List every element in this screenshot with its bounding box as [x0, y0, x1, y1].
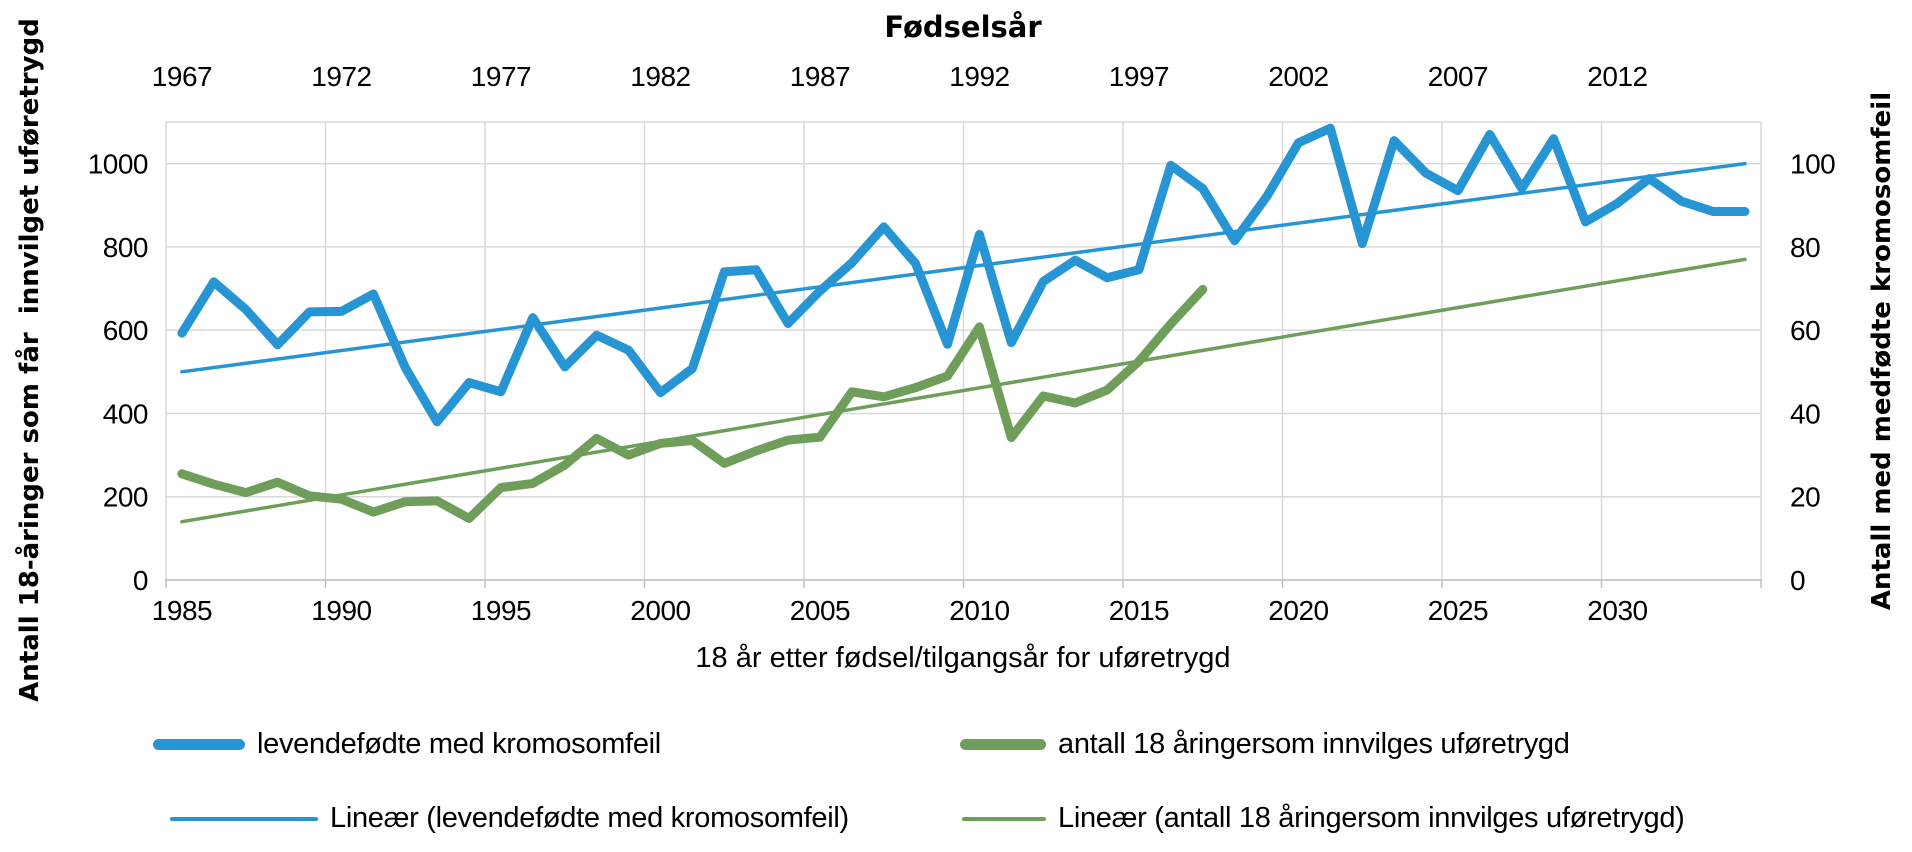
x-axis-bottom-tick-label: 2020: [1268, 595, 1328, 626]
series-line-green: [177, 284, 1208, 523]
x-axis-top-tick-label: 1997: [1109, 61, 1169, 92]
y-axis-right-tick-label: 80: [1790, 232, 1820, 263]
trend-line-blue: [180, 161, 1747, 374]
x-axis-bottom-tick-label: 1985: [152, 595, 212, 626]
legend-label: levendefødte med kromosomfeil: [257, 728, 661, 760]
legend-label: antall 18 åringersom innvilges uføretryg…: [1058, 728, 1570, 760]
x-axis-top-tick-label: 2007: [1428, 61, 1488, 92]
top-axis-title: Fødselsår: [884, 10, 1042, 44]
y-axis-right-tick-label: 20: [1790, 482, 1820, 513]
x-axis-top-tick-label: 2012: [1587, 61, 1647, 92]
x-axis-top-tick-label: 1982: [630, 61, 690, 92]
x-axis-top-tick-label: 2002: [1268, 61, 1328, 92]
x-axis-line: [165, 579, 1762, 588]
legend-item-trend-blue: Lineær (levendefødte med kromosomfeil): [170, 802, 849, 835]
x-axis-top-tick-label: 1967: [152, 61, 212, 92]
y-axis-left-tick-label: 0: [133, 565, 148, 596]
trend-line-green: [180, 257, 1747, 524]
x-axis-top-tick-label: 1987: [790, 61, 850, 92]
y-axis-right-tick-label: 60: [1790, 315, 1820, 346]
y-axis-right-tick-label: 0: [1790, 565, 1805, 596]
x-axis-top-tick-label: 1977: [471, 61, 531, 92]
blue-series-swatch: [153, 739, 245, 750]
series-line-blue: [177, 123, 1750, 427]
y-axis-right-tick-label: 40: [1790, 398, 1820, 429]
left-axis-title: Antall 18-åringer som får innvilget ufør…: [15, 18, 45, 702]
green-series-swatch: [960, 739, 1046, 750]
legend-item-series-green: antall 18 åringersom innvilges uføretryg…: [960, 728, 1570, 761]
x-axis-bottom-tick-label: 2015: [1109, 595, 1169, 626]
x-axis-bottom-tick-label: 2005: [790, 595, 850, 626]
y-axis-left-tick-label: 200: [103, 482, 148, 513]
bottom-axis-title: 18 år etter fødsel/tilgangsår for uføret…: [695, 642, 1231, 674]
legend-item-series-blue: levendefødte med kromosomfeil: [153, 728, 661, 761]
x-axis-bottom-tick-label: 1990: [311, 595, 371, 626]
green-trend-swatch: [962, 816, 1046, 821]
blue-trend-swatch: [170, 816, 318, 821]
x-axis-top-tick-label: 1972: [311, 61, 371, 92]
legend-label: Lineær (levendefødte med kromosomfeil): [330, 802, 849, 834]
y-axis-left-tick-label: 800: [103, 232, 148, 263]
y-axis-right-tick-label: 100: [1790, 149, 1835, 180]
y-axis-left-tick-label: 1000: [88, 149, 148, 180]
legend-label: Lineær (antall 18 åringersom innvilges u…: [1058, 802, 1685, 834]
y-axis-left-tick-label: 600: [103, 315, 148, 346]
x-axis-bottom-tick-label: 2010: [949, 595, 1009, 626]
right-axis-title: Antall med medfødte kromosomfeil: [1867, 91, 1897, 611]
x-axis-bottom-tick-label: 1995: [471, 595, 531, 626]
x-axis-bottom-tick-label: 2025: [1428, 595, 1488, 626]
x-axis-bottom-tick-label: 2030: [1587, 595, 1647, 626]
y-axis-left-tick-label: 400: [103, 398, 148, 429]
x-axis-top-tick-label: 1992: [949, 61, 1009, 92]
legend-item-trend-green: Lineær (antall 18 åringersom innvilges u…: [962, 802, 1685, 835]
x-axis-bottom-tick-label: 2000: [630, 595, 690, 626]
